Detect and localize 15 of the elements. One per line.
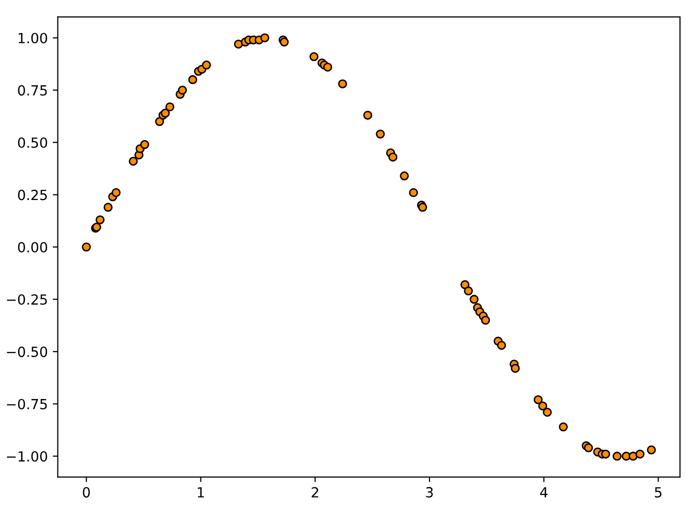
y-tick-label: 0.00 <box>18 242 48 252</box>
x-tick-label: 1 <box>198 487 204 498</box>
x-tick-label: 0 <box>82 487 90 498</box>
y-tick-label: 0.25 <box>18 190 47 200</box>
y-tick-label: −0.50 <box>6 346 48 358</box>
x-tick-label: 4 <box>540 487 548 498</box>
y-tick-label: 1.00 <box>18 32 48 44</box>
x-tick-label: 3 <box>426 487 433 498</box>
y-tick-label: −1.00 <box>6 451 48 462</box>
x-tick-label: 2 <box>312 487 318 498</box>
y-tick-label: 0.75 <box>18 85 47 96</box>
y-tick-label: 0.50 <box>18 137 48 148</box>
x-tick-label: 5 <box>654 487 662 498</box>
y-tick-label: −0.25 <box>6 294 47 305</box>
y-tick-label: −0.75 <box>6 398 47 410</box>
